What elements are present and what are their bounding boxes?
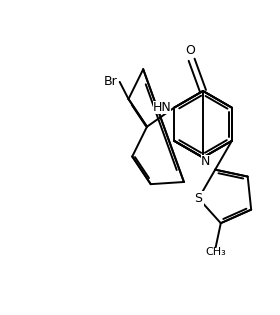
Text: HN: HN: [153, 101, 171, 114]
Text: CH₃: CH₃: [205, 247, 226, 257]
Text: Br: Br: [104, 75, 118, 89]
Text: O: O: [185, 44, 195, 57]
Text: S: S: [195, 192, 202, 205]
Text: N: N: [201, 155, 211, 168]
